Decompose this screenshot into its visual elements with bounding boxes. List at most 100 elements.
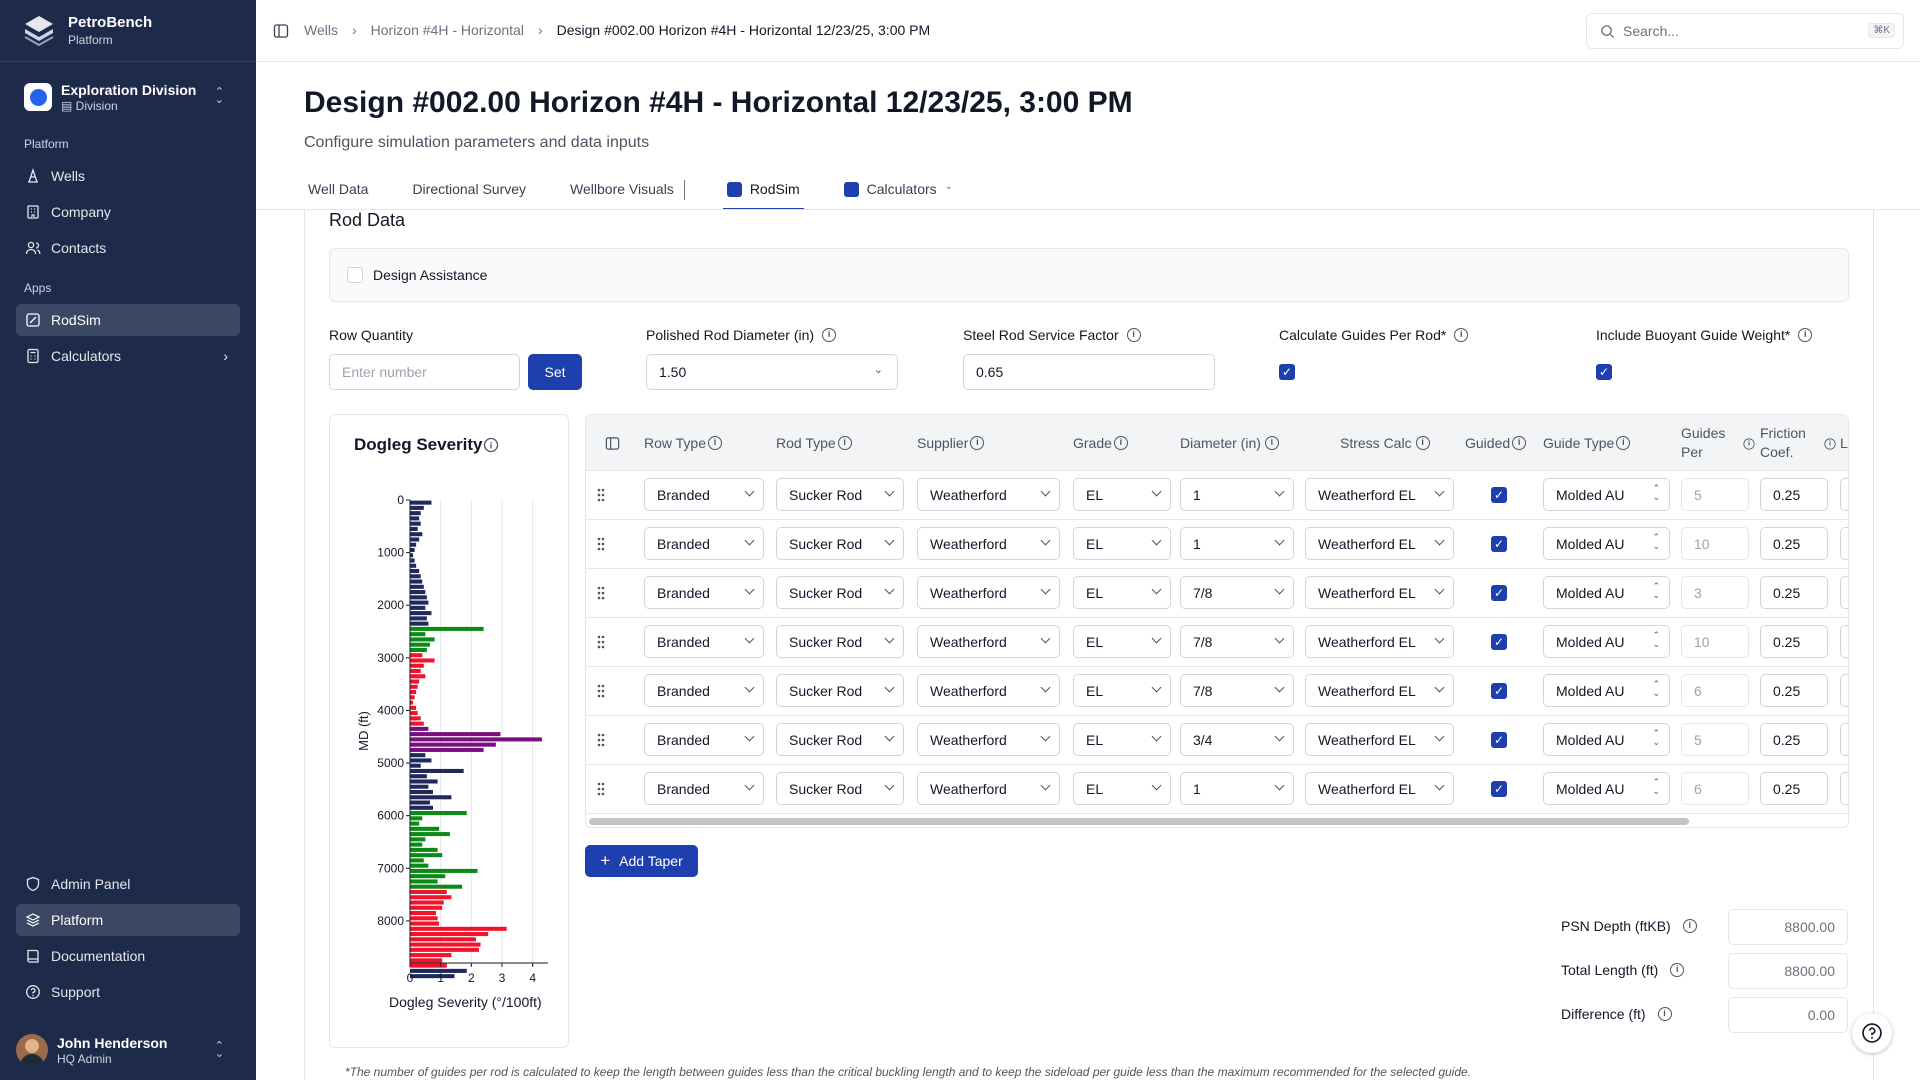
polished-rod-select[interactable]: 1.50 ⌄ xyxy=(646,354,898,390)
tab-rodsim[interactable]: RodSim xyxy=(722,172,804,210)
row-type-select[interactable]: Branded xyxy=(644,478,764,511)
supplier-select[interactable]: Weatherford xyxy=(917,576,1060,609)
guides-per-input[interactable]: 10 xyxy=(1681,527,1749,560)
rod-type-select[interactable]: Sucker Rod xyxy=(776,772,904,805)
user-menu[interactable]: John Henderson HQ Admin ⌃ ⌄ xyxy=(16,1030,240,1070)
tab-calculators[interactable]: Calculators ⌄ xyxy=(840,172,957,210)
guided-checkbox[interactable]: ✓ xyxy=(1491,487,1507,503)
stress-calc-select[interactable]: Weatherford EL xyxy=(1305,723,1454,756)
stress-calc-select[interactable]: Weatherford EL xyxy=(1305,576,1454,609)
rod-type-select[interactable]: Sucker Rod xyxy=(776,625,904,658)
row-type-select[interactable]: Branded xyxy=(644,772,764,805)
grade-select[interactable]: EL xyxy=(1073,527,1171,560)
sidebar-item-calculators[interactable]: Calculators › xyxy=(16,340,240,372)
grade-select[interactable]: EL xyxy=(1073,723,1171,756)
grade-select[interactable]: EL xyxy=(1073,576,1171,609)
drag-handle-icon[interactable] xyxy=(596,585,606,601)
guide-type-select[interactable]: Molded AU ⌃ ⌄ xyxy=(1543,527,1670,560)
calc-guides-checkbox[interactable]: ✓ xyxy=(1279,364,1295,380)
supplier-select[interactable]: Weatherford xyxy=(917,772,1060,805)
guided-checkbox[interactable]: ✓ xyxy=(1491,683,1507,699)
guides-per-input[interactable]: 6 xyxy=(1681,772,1749,805)
add-taper-button[interactable]: + Add Taper xyxy=(585,845,698,877)
friction-input[interactable]: 0.25 xyxy=(1760,576,1828,609)
drag-handle-icon[interactable] xyxy=(596,536,606,552)
guides-per-input[interactable]: 3 xyxy=(1681,576,1749,609)
tab-directional-survey[interactable]: Directional Survey xyxy=(412,181,527,197)
friction-input[interactable]: 0.25 xyxy=(1760,527,1828,560)
row-type-select[interactable]: Branded xyxy=(644,674,764,707)
brand[interactable]: PetroBench Platform xyxy=(0,0,256,62)
rod-type-select[interactable]: Sucker Rod xyxy=(776,527,904,560)
diameter-select[interactable]: 7/8 xyxy=(1180,625,1294,658)
length-input[interactable] xyxy=(1840,625,1848,658)
diameter-select[interactable]: 1 xyxy=(1180,478,1294,511)
guided-checkbox[interactable]: ✓ xyxy=(1491,781,1507,797)
guided-checkbox[interactable]: ✓ xyxy=(1491,585,1507,601)
sidebar-item-company[interactable]: Company xyxy=(16,196,240,228)
grade-select[interactable]: EL xyxy=(1073,625,1171,658)
friction-input[interactable]: 0.25 xyxy=(1760,674,1828,707)
stress-calc-select[interactable]: Weatherford EL xyxy=(1305,772,1454,805)
rod-type-select[interactable]: Sucker Rod xyxy=(776,478,904,511)
supplier-select[interactable]: Weatherford xyxy=(917,527,1060,560)
sidebar-item-rodsim[interactable]: RodSim xyxy=(16,304,240,336)
stress-calc-select[interactable]: Weatherford EL xyxy=(1305,478,1454,511)
row-type-select[interactable]: Branded xyxy=(644,625,764,658)
grade-select[interactable]: EL xyxy=(1073,674,1171,707)
length-input[interactable] xyxy=(1840,576,1848,609)
friction-input[interactable]: 0.25 xyxy=(1760,478,1828,511)
row-type-select[interactable]: Branded xyxy=(644,723,764,756)
friction-input[interactable]: 0.25 xyxy=(1760,625,1828,658)
guide-type-select[interactable]: Molded AU ⌃ ⌄ xyxy=(1543,723,1670,756)
rod-type-select[interactable]: Sucker Rod xyxy=(776,576,904,609)
supplier-select[interactable]: Weatherford xyxy=(917,723,1060,756)
search-input[interactable]: Search... ⌘K xyxy=(1586,13,1904,49)
row-type-select[interactable]: Branded xyxy=(644,576,764,609)
drag-handle-icon[interactable] xyxy=(596,781,606,797)
columns-icon[interactable] xyxy=(605,436,620,451)
guided-checkbox[interactable]: ✓ xyxy=(1491,732,1507,748)
guided-checkbox[interactable]: ✓ xyxy=(1491,536,1507,552)
guide-type-select[interactable]: Molded AU ⌃ ⌄ xyxy=(1543,576,1670,609)
drag-handle-icon[interactable] xyxy=(596,487,606,503)
drag-handle-icon[interactable] xyxy=(596,683,606,699)
tab-well-data[interactable]: Well Data xyxy=(308,181,369,197)
breadcrumb-wells[interactable]: Wells xyxy=(304,22,338,38)
horizontal-scrollbar[interactable] xyxy=(589,818,1689,825)
buoyant-checkbox[interactable]: ✓ xyxy=(1596,364,1612,380)
guide-type-select[interactable]: Molded AU ⌃ ⌄ xyxy=(1543,674,1670,707)
friction-input[interactable]: 0.25 xyxy=(1760,772,1828,805)
stress-calc-select[interactable]: Weatherford EL xyxy=(1305,674,1454,707)
friction-input[interactable]: 0.25 xyxy=(1760,723,1828,756)
diameter-select[interactable]: 7/8 xyxy=(1180,674,1294,707)
length-input[interactable] xyxy=(1840,478,1848,511)
guides-per-input[interactable]: 5 xyxy=(1681,723,1749,756)
tab-wellbore-visuals[interactable]: Wellbore Visuals xyxy=(570,181,674,197)
row-quantity-input[interactable]: Enter number xyxy=(329,354,520,390)
stress-calc-select[interactable]: Weatherford EL xyxy=(1305,625,1454,658)
rod-type-select[interactable]: Sucker Rod xyxy=(776,723,904,756)
guides-per-input[interactable]: 6 xyxy=(1681,674,1749,707)
row-type-select[interactable]: Branded xyxy=(644,527,764,560)
breadcrumb-well[interactable]: Horizon #4H - Horizontal xyxy=(370,22,524,38)
diameter-select[interactable]: 1 xyxy=(1180,772,1294,805)
guides-per-input[interactable]: 5 xyxy=(1681,478,1749,511)
length-input[interactable] xyxy=(1840,674,1848,707)
division-switcher[interactable]: Exploration Division ▤ Division ⌃ ⌄ xyxy=(16,74,240,120)
stress-calc-select[interactable]: Weatherford EL xyxy=(1305,527,1454,560)
drag-handle-icon[interactable] xyxy=(596,732,606,748)
grade-select[interactable]: EL xyxy=(1073,478,1171,511)
drag-handle-icon[interactable] xyxy=(596,634,606,650)
sidebar-item-admin-panel[interactable]: Admin Panel xyxy=(16,868,240,900)
sidebar-item-support[interactable]: Support xyxy=(16,976,240,1008)
help-button[interactable] xyxy=(1852,1013,1892,1053)
grade-select[interactable]: EL xyxy=(1073,772,1171,805)
guide-type-select[interactable]: Molded AU ⌃ ⌄ xyxy=(1543,625,1670,658)
sidebar-item-contacts[interactable]: Contacts xyxy=(16,232,240,264)
diameter-select[interactable]: 1 xyxy=(1180,527,1294,560)
supplier-select[interactable]: Weatherford xyxy=(917,478,1060,511)
length-input[interactable] xyxy=(1840,527,1848,560)
diameter-select[interactable]: 7/8 xyxy=(1180,576,1294,609)
design-assistance-checkbox[interactable] xyxy=(347,267,363,283)
